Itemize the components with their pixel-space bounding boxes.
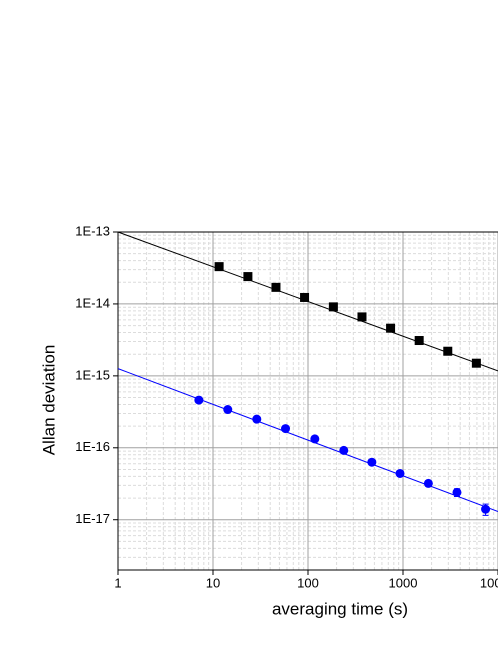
data-point (300, 292, 310, 302)
data-point (481, 504, 491, 514)
y-axis-title: Allan deviation (39, 345, 58, 456)
y-tick-label: 1E-13 (75, 223, 110, 238)
data-point (214, 262, 224, 272)
data-point (243, 272, 253, 282)
data-point (471, 358, 481, 368)
data-point (452, 487, 462, 497)
data-point (223, 405, 233, 415)
data-point (414, 336, 424, 346)
data-point (281, 424, 291, 434)
x-tick-label: 100 (297, 575, 319, 590)
data-point (395, 468, 405, 478)
data-point (271, 282, 281, 292)
y-tick-label: 1E-15 (75, 367, 110, 382)
x-axis-title: averaging time (s) (272, 599, 408, 618)
x-tick-label: 1 (114, 575, 121, 590)
x-tick-label: 1000 (389, 575, 418, 590)
y-tick-label: 1E-14 (75, 295, 110, 310)
data-point (443, 346, 453, 356)
data-point (423, 478, 433, 488)
y-tick-label: 1E-16 (75, 439, 110, 454)
x-tick-label: 10000 (480, 575, 498, 590)
x-tick-label: 10 (206, 575, 220, 590)
data-point (194, 395, 204, 405)
y-tick-label: 1E-17 (75, 511, 110, 526)
fit-line (117, 368, 498, 512)
data-point (357, 312, 367, 322)
data-point (328, 302, 338, 312)
data-point (367, 457, 377, 467)
data-point (386, 323, 396, 333)
data-point (339, 445, 349, 455)
data-point (252, 414, 262, 424)
data-point (310, 434, 320, 444)
